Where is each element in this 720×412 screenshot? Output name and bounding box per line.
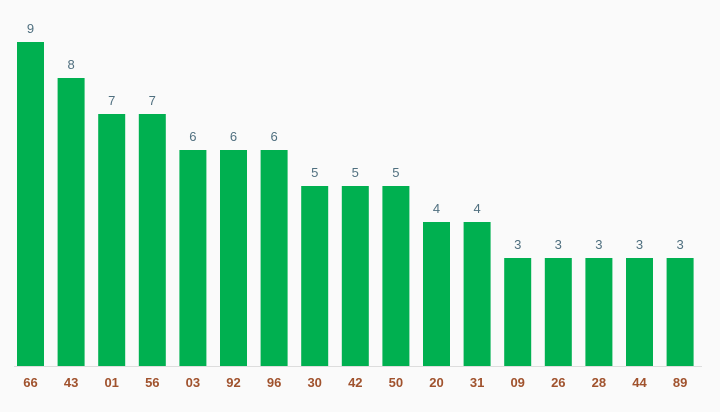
bar-20 xyxy=(423,222,450,366)
bar-30 xyxy=(301,186,329,366)
category-label-31: 31 xyxy=(470,375,484,390)
category-label-89: 89 xyxy=(673,375,687,390)
value-label-66: 9 xyxy=(27,21,34,36)
bar-03 xyxy=(179,150,207,366)
value-label-03: 6 xyxy=(189,129,196,144)
value-label-56: 7 xyxy=(149,93,156,108)
value-label-20: 4 xyxy=(433,201,440,216)
category-label-09: 09 xyxy=(510,375,524,390)
category-label-20: 20 xyxy=(429,375,443,390)
category-label-42: 42 xyxy=(348,375,362,390)
value-label-01: 7 xyxy=(108,93,115,108)
value-label-09: 3 xyxy=(514,237,521,252)
bar-43 xyxy=(57,78,85,366)
value-label-28: 3 xyxy=(595,237,602,252)
bar-89 xyxy=(666,258,694,366)
category-label-66: 66 xyxy=(23,375,37,390)
category-label-28: 28 xyxy=(592,375,606,390)
value-labels-group: 9 8 7 7 6 6 6 5 5 5 4 4 3 3 3 3 3 xyxy=(27,21,684,252)
category-label-56: 56 xyxy=(145,375,159,390)
value-label-43: 8 xyxy=(67,57,74,72)
value-label-26: 3 xyxy=(555,237,562,252)
bars-group xyxy=(17,42,694,366)
bar-31 xyxy=(463,222,491,366)
bar-01 xyxy=(98,114,126,366)
value-label-89: 3 xyxy=(676,237,683,252)
category-label-92: 92 xyxy=(226,375,240,390)
bar-96 xyxy=(260,150,288,366)
category-label-44: 44 xyxy=(632,375,647,390)
value-label-42: 5 xyxy=(352,165,359,180)
value-label-31: 4 xyxy=(473,201,480,216)
bar-66 xyxy=(17,42,44,366)
bar-50 xyxy=(382,186,410,366)
category-label-30: 30 xyxy=(307,375,321,390)
bar-42 xyxy=(341,186,369,366)
value-label-50: 5 xyxy=(392,165,399,180)
category-label-03: 03 xyxy=(186,375,200,390)
value-label-44: 3 xyxy=(636,237,643,252)
category-labels-group: 66 43 01 56 03 92 96 30 42 50 20 31 09 26 28 44 89 xyxy=(23,375,687,390)
category-label-26: 26 xyxy=(551,375,565,390)
category-label-96: 96 xyxy=(267,375,281,390)
category-label-50: 50 xyxy=(389,375,403,390)
category-label-01: 01 xyxy=(104,375,118,390)
bar-28 xyxy=(585,258,613,366)
value-label-92: 6 xyxy=(230,129,237,144)
value-label-96: 6 xyxy=(270,129,277,144)
bar-44 xyxy=(626,258,653,366)
bar-92 xyxy=(220,150,247,366)
bar-26 xyxy=(544,258,572,366)
bar-09 xyxy=(504,258,532,366)
category-label-43: 43 xyxy=(64,375,78,390)
bar-56 xyxy=(138,114,166,366)
value-label-30: 5 xyxy=(311,165,318,180)
